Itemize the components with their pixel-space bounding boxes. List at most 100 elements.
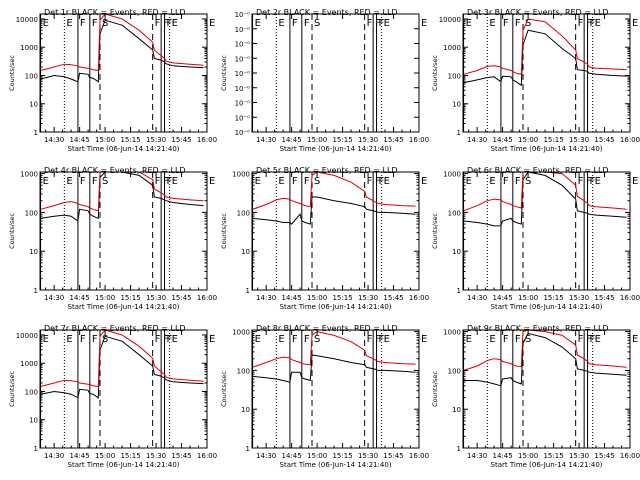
marker-label: F xyxy=(155,18,161,29)
marker-label: F xyxy=(163,18,169,29)
marker-label: E xyxy=(466,176,472,187)
marker-label: F xyxy=(367,176,373,187)
y-tick-label: 1000 xyxy=(232,329,250,337)
panel-8: EEFFSFFFEE110100100014:3014:4515:0015:15… xyxy=(220,324,429,469)
x-tick-label: 15:30 xyxy=(146,452,166,460)
events-series-line xyxy=(252,196,416,225)
marker-label: F xyxy=(163,176,169,187)
x-tick-label: 15:15 xyxy=(543,452,563,460)
panel-title: Det 1r BLACK = Events, RED = LLD xyxy=(44,8,186,17)
x-tick-label: 15:15 xyxy=(543,136,563,144)
panel-title: Det 9r BLACK = Events, RED = LLD xyxy=(467,324,609,333)
x-tick-label: 15:45 xyxy=(171,452,191,460)
y-tick-label: 10⁻⁰ xyxy=(235,129,251,137)
marker-label: E xyxy=(172,18,178,29)
marker-label: E xyxy=(255,334,261,345)
marker-label: E xyxy=(466,18,472,29)
marker-label: F xyxy=(155,334,161,345)
y-tick-label: 100 xyxy=(448,72,461,80)
panel-3: EEFFSFFFEE11010010001000014:3014:4515:00… xyxy=(431,8,640,153)
x-tick-label: 14:30 xyxy=(256,452,276,460)
marker-label: E xyxy=(209,176,215,187)
x-tick-label: 15:30 xyxy=(146,294,166,302)
y-tick-label: 100 xyxy=(448,209,461,217)
marker-label: E xyxy=(384,176,390,187)
x-tick-label: 15:00 xyxy=(518,136,538,144)
y-tick-label: 10000 xyxy=(16,332,38,340)
lld-series-line xyxy=(463,330,627,371)
x-tick-label: 15:15 xyxy=(332,452,352,460)
x-tick-label: 15:15 xyxy=(543,294,563,302)
x-tick-label: 14:30 xyxy=(467,136,487,144)
x-tick-label: 14:45 xyxy=(282,294,302,302)
y-tick-label: 10000 xyxy=(439,16,461,24)
y-tick-label: 10⁻⁰ xyxy=(235,11,251,19)
marker-label: F xyxy=(80,334,86,345)
lld-series-line xyxy=(252,172,416,210)
y-tick-label: 1 xyxy=(457,129,461,137)
x-tick-label: 14:45 xyxy=(493,294,513,302)
panel-2: EEFFSFFFEE10⁻⁰10⁻⁰10⁻⁰10⁻⁰10⁻⁰10⁻⁰10⁻⁰10… xyxy=(220,8,429,153)
marker-label: F xyxy=(578,176,584,187)
x-tick-label: 15:30 xyxy=(358,136,378,144)
x-tick-label: 14:45 xyxy=(282,452,302,460)
marker-label: E xyxy=(43,334,49,345)
y-tick-label: 10⁻⁰ xyxy=(235,55,251,63)
panel-title: Det 4r BLACK = Events, RED = LLD xyxy=(44,166,186,175)
lld-series-line xyxy=(40,172,204,212)
x-axis-label: Start Time (06-Jun-14 14:21:40) xyxy=(280,303,392,311)
x-tick-label: 14:45 xyxy=(493,452,513,460)
y-tick-label: 100 xyxy=(25,72,38,80)
panel-frame xyxy=(251,171,420,291)
panel-data xyxy=(40,172,204,222)
y-tick-label: 10 xyxy=(452,406,461,414)
x-tick-label: 14:30 xyxy=(256,294,276,302)
panel-frame xyxy=(251,329,420,449)
x-tick-label: 16:00 xyxy=(197,136,217,144)
x-tick-label: 15:30 xyxy=(569,294,589,302)
x-tick-label: 14:45 xyxy=(493,136,513,144)
y-tick-label: 1 xyxy=(34,129,38,137)
x-tick-label: 14:45 xyxy=(282,136,302,144)
panel-data xyxy=(40,14,204,83)
marker-label: E xyxy=(384,18,390,29)
y-tick-label: 1000 xyxy=(443,171,461,179)
x-tick-label: 15:30 xyxy=(358,294,378,302)
x-tick-label: 14:30 xyxy=(44,294,64,302)
marker-label: F xyxy=(304,334,310,345)
y-tick-label: 10 xyxy=(29,101,38,109)
panel-title: Det 6r BLACK = Events, RED = LLD xyxy=(467,166,609,175)
marker-label: E xyxy=(278,176,284,187)
y-axis-label: Counts/sec xyxy=(431,55,439,91)
y-tick-label: 10000 xyxy=(16,16,38,24)
marker-label: F xyxy=(578,334,584,345)
y-tick-label: 1 xyxy=(246,287,250,295)
y-tick-label: 10⁻⁰ xyxy=(235,41,251,49)
x-tick-label: 16:00 xyxy=(620,294,640,302)
x-tick-label: 16:00 xyxy=(620,136,640,144)
marker-label: E xyxy=(209,18,215,29)
x-axis-label: Start Time (06-Jun-14 14:21:40) xyxy=(68,303,180,311)
y-tick-label: 10 xyxy=(29,248,38,256)
y-axis-label: Counts/sec xyxy=(8,213,16,249)
y-tick-label: 10 xyxy=(29,417,38,425)
marker-label: E xyxy=(255,18,261,29)
marker-label: E xyxy=(43,176,49,187)
y-tick-label: 1 xyxy=(34,287,38,295)
y-tick-label: 10⁻⁰ xyxy=(235,100,251,108)
y-tick-label: 10 xyxy=(452,101,461,109)
marker-label: F xyxy=(304,18,310,29)
y-tick-label: 10 xyxy=(241,248,250,256)
y-tick-label: 10⁻⁰ xyxy=(235,85,251,93)
x-tick-label: 15:00 xyxy=(95,136,115,144)
panel-frame xyxy=(39,329,208,449)
marker-label: E xyxy=(278,334,284,345)
panel-title: Det 8r BLACK = Events, RED = LLD xyxy=(256,324,398,333)
panel-data xyxy=(463,18,627,87)
x-tick-label: 15:00 xyxy=(307,452,327,460)
marker-label: F xyxy=(92,176,98,187)
marker-label: E xyxy=(421,18,427,29)
lld-series-line xyxy=(252,331,416,368)
panel-frame xyxy=(462,171,631,291)
x-tick-label: 15:30 xyxy=(569,452,589,460)
